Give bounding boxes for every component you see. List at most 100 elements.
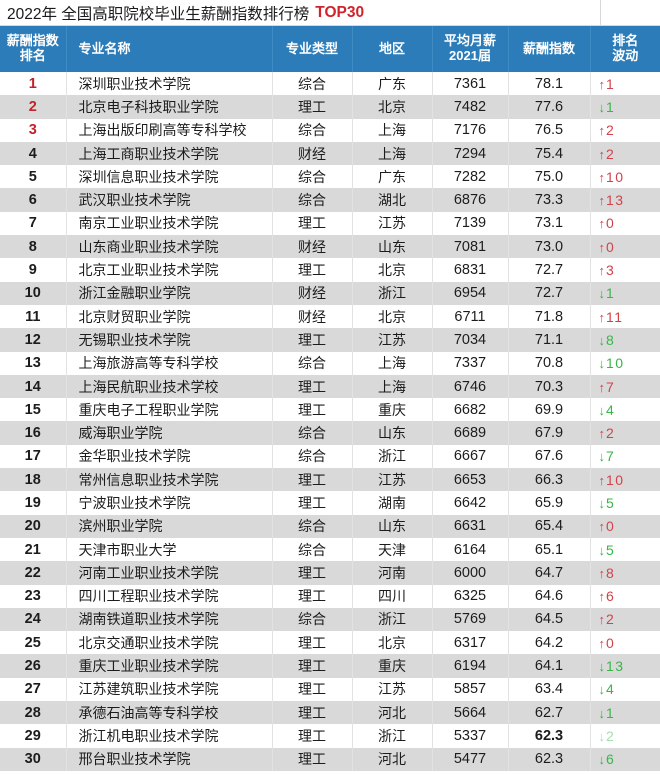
cell-school-name: 四川工程职业技术学院 — [66, 584, 273, 608]
cell-major-type: 综合 — [272, 514, 353, 538]
table-row: 21 天津市职业大学 综合 天津 6164 65.1 ↓5 — [0, 537, 660, 562]
table-row: 5 深圳信息职业技术学院 综合 广东 7282 75.0 ↑10 — [0, 165, 660, 189]
table-row: 26 重庆工业职业技术学院 理工 重庆 6194 64.1 ↓13 — [0, 654, 660, 678]
cell-region: 山东 — [352, 235, 433, 259]
cell-salary-index: 67.6 — [508, 444, 591, 469]
cell-rank-change: ↓13 — [590, 654, 660, 678]
cell-rank: 25 — [0, 631, 67, 655]
cell-major-type: 财经 — [272, 141, 353, 166]
cell-major-type: 财经 — [272, 235, 353, 259]
cell-rank-change: ↑3 — [590, 258, 660, 282]
rank-change-value: 1 — [606, 704, 616, 721]
column-header-index: 薪酬指数 — [508, 26, 591, 72]
rank-change-value: 8 — [606, 564, 616, 581]
cell-avg-salary: 6631 — [432, 514, 509, 538]
cell-salary-index: 62.3 — [508, 724, 591, 748]
table-row: 10 浙江金融职业学院 财经 浙江 6954 72.7 ↓1 — [0, 281, 660, 305]
cell-school-name: 无锡职业技术学院 — [66, 328, 273, 352]
arrow-down-icon: ↓ — [598, 705, 606, 721]
cell-major-type: 综合 — [272, 421, 353, 445]
cell-avg-salary: 7176 — [432, 118, 509, 142]
arrow-up-icon-group: ↑2 — [599, 122, 616, 138]
rank-change-value: 7 — [606, 378, 616, 395]
arrow-down-icon: ↓ — [598, 752, 606, 768]
cell-rank: 23 — [0, 584, 67, 608]
arrow-down-icon: ↓ — [598, 332, 606, 348]
cell-avg-salary: 6746 — [432, 374, 509, 399]
table-row: 14 上海民航职业技术学校 理工 上海 6746 70.3 ↑7 — [0, 374, 660, 399]
cell-rank-change: ↑2 — [590, 118, 660, 142]
cell-rank: 7 — [0, 211, 67, 236]
cell-salary-index: 72.7 — [508, 258, 591, 282]
cell-region: 上海 — [352, 118, 433, 142]
arrow-up-icon-group: ↑1 — [599, 76, 616, 92]
cell-rank-change: ↓10 — [590, 351, 660, 375]
cell-avg-salary: 7294 — [432, 141, 509, 166]
cell-region: 山东 — [352, 421, 433, 445]
rank-change-value: 2 — [606, 122, 616, 139]
arrow-up-icon: ↑ — [598, 565, 606, 581]
cell-school-name: 江苏建筑职业技术学院 — [66, 677, 273, 702]
rank-change-value: 0 — [606, 238, 616, 255]
table-row: 8 山东商业职业技术学院 财经 山东 7081 73.0 ↑0 — [0, 235, 660, 259]
table-row: 9 北京工业职业技术学院 理工 北京 6831 72.7 ↑3 — [0, 258, 660, 282]
cell-major-type: 理工 — [272, 561, 353, 585]
cell-major-type: 综合 — [272, 444, 353, 469]
arrow-up-icon: ↑ — [598, 169, 606, 185]
cell-salary-index: 70.3 — [508, 374, 591, 399]
table-row: 30 邢台职业技术学院 理工 河北 5477 62.3 ↓6 — [0, 747, 660, 771]
table-row: 25 北京交通职业技术学院 理工 北京 6317 64.2 ↑0 — [0, 631, 660, 655]
cell-major-type: 理工 — [272, 374, 353, 399]
cell-salary-index: 64.1 — [508, 654, 591, 678]
column-header-change-line2: 波动 — [612, 48, 639, 63]
cell-region: 四川 — [352, 584, 433, 608]
arrow-up-icon-group: ↑13 — [599, 192, 625, 208]
cell-school-name: 天津市职业大学 — [66, 537, 273, 562]
cell-avg-salary: 6876 — [432, 188, 509, 212]
cell-rank: 1 — [0, 72, 67, 96]
cell-avg-salary: 6954 — [432, 281, 509, 305]
table-row: 27 江苏建筑职业技术学院 理工 江苏 5857 63.4 ↓4 — [0, 677, 660, 702]
rank-change-value: 10 — [606, 168, 625, 185]
cell-school-name: 上海工商职业技术学院 — [66, 141, 273, 166]
cell-region: 上海 — [352, 351, 433, 375]
cell-rank-change: ↑1 — [590, 72, 660, 96]
cell-rank: 15 — [0, 398, 67, 422]
arrow-up-icon-group: ↑2 — [599, 146, 616, 162]
cell-avg-salary: 7337 — [432, 351, 509, 375]
cell-school-name: 滨州职业学院 — [66, 514, 273, 538]
arrow-down-icon-group: ↓5 — [599, 495, 616, 511]
cell-region: 湖北 — [352, 188, 433, 212]
cell-rank-change: ↑7 — [590, 374, 660, 399]
arrow-down-icon: ↓ — [598, 449, 606, 465]
cell-school-name: 承德石油高等专科学校 — [66, 701, 273, 725]
cell-major-type: 理工 — [272, 631, 353, 655]
arrow-up-icon: ↑ — [598, 519, 606, 535]
cell-rank-change: ↓5 — [590, 537, 660, 562]
cell-salary-index: 71.8 — [508, 304, 591, 329]
cell-salary-index: 64.5 — [508, 607, 591, 632]
cell-major-type: 理工 — [272, 747, 353, 771]
cell-rank-change: ↑2 — [590, 141, 660, 166]
cell-salary-index: 73.0 — [508, 235, 591, 259]
cell-school-name: 深圳信息职业技术学院 — [66, 165, 273, 189]
arrow-up-icon-group: ↑0 — [599, 518, 616, 534]
cell-school-name: 威海职业学院 — [66, 421, 273, 445]
arrow-up-icon-group: ↑10 — [599, 472, 625, 488]
cell-region: 浙江 — [352, 281, 433, 305]
cell-major-type: 综合 — [272, 165, 353, 189]
arrow-up-icon-group: ↑11 — [599, 309, 624, 325]
column-header-type: 专业类型 — [272, 26, 353, 72]
cell-region: 江苏 — [352, 328, 433, 352]
cell-region: 北京 — [352, 304, 433, 329]
rank-change-value: 8 — [606, 331, 616, 348]
rank-change-value: 2 — [606, 611, 616, 628]
cell-region: 浙江 — [352, 724, 433, 748]
arrow-up-icon: ↑ — [598, 146, 606, 162]
arrow-down-icon: ↓ — [598, 659, 606, 675]
cell-major-type: 理工 — [272, 491, 353, 515]
cell-region: 北京 — [352, 258, 433, 282]
cell-major-type: 理工 — [272, 654, 353, 678]
cell-avg-salary: 6653 — [432, 468, 509, 492]
cell-avg-salary: 7034 — [432, 328, 509, 352]
